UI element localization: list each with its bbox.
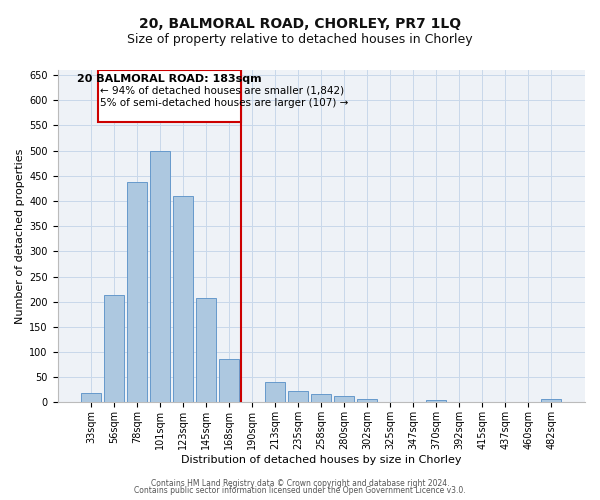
Bar <box>104 295 124 403</box>
Bar <box>265 382 285 402</box>
Bar <box>220 358 239 403</box>
Bar <box>127 182 147 402</box>
Text: 20 BALMORAL ROAD: 183sqm: 20 BALMORAL ROAD: 183sqm <box>77 74 262 84</box>
FancyBboxPatch shape <box>98 70 241 122</box>
Bar <box>82 394 101 402</box>
Text: Contains public sector information licensed under the Open Government Licence v3: Contains public sector information licen… <box>134 486 466 495</box>
Text: Size of property relative to detached houses in Chorley: Size of property relative to detached ho… <box>127 32 473 46</box>
Bar <box>289 392 308 402</box>
Text: ← 94% of detached houses are smaller (1,842): ← 94% of detached houses are smaller (1,… <box>100 85 344 95</box>
Text: 5% of semi-detached houses are larger (107) →: 5% of semi-detached houses are larger (1… <box>100 98 349 108</box>
Y-axis label: Number of detached properties: Number of detached properties <box>15 148 25 324</box>
Bar <box>151 150 170 402</box>
X-axis label: Distribution of detached houses by size in Chorley: Distribution of detached houses by size … <box>181 455 461 465</box>
Bar <box>173 196 193 402</box>
Text: 20, BALMORAL ROAD, CHORLEY, PR7 1LQ: 20, BALMORAL ROAD, CHORLEY, PR7 1LQ <box>139 18 461 32</box>
Bar <box>541 400 561 402</box>
Bar <box>311 394 331 402</box>
Bar <box>427 400 446 402</box>
Bar <box>334 396 354 402</box>
Bar <box>358 399 377 402</box>
Text: Contains HM Land Registry data © Crown copyright and database right 2024.: Contains HM Land Registry data © Crown c… <box>151 479 449 488</box>
Bar <box>196 298 216 403</box>
